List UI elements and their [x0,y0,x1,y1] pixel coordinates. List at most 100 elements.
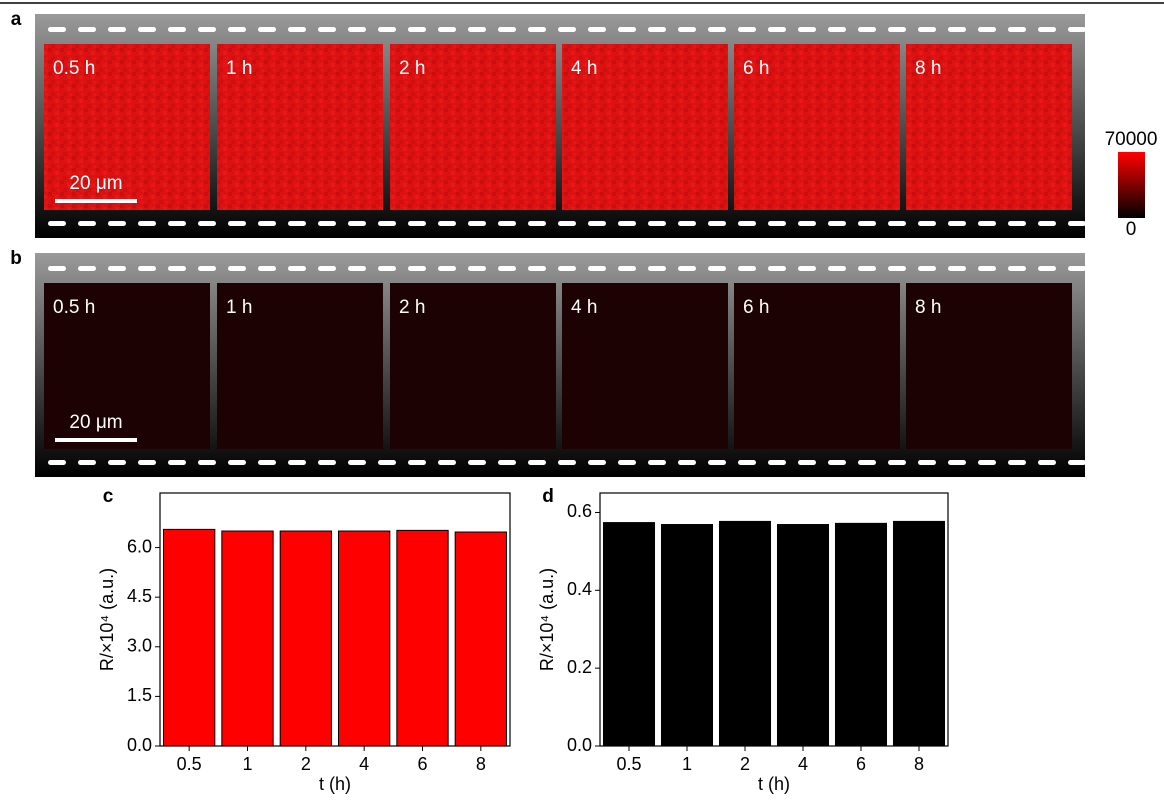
sprocket [108,460,126,465]
sprocket [108,27,126,32]
sprocket [618,27,636,32]
sprocket [528,221,546,226]
y-tick-label: 0.0 [127,735,152,755]
sprocket [888,221,906,226]
sprocket [78,221,96,226]
sprocket [378,266,396,271]
frame-label: 6 h [743,58,769,79]
x-tick-label: 6 [417,754,427,774]
sprocket [168,460,186,465]
sprocket [378,221,396,226]
sprocket [1008,460,1026,465]
bar [777,525,828,746]
sprocket [348,266,366,271]
frame-label: 2 h [399,58,425,79]
sprocket [318,460,336,465]
sprocket [798,27,816,32]
sprocket [498,27,516,32]
sprocket [138,221,156,226]
y-axis-label: R/×10⁴ (a.u.) [537,568,557,671]
sprocket [948,221,966,226]
sprocket [588,221,606,226]
sprocket [768,266,786,271]
sprocket [618,460,636,465]
x-axis-label: t (h) [758,774,790,794]
scale-bar [55,438,137,442]
sprocket [858,266,876,271]
sprocket [468,221,486,226]
bar [835,523,886,746]
panel-label: d [542,486,554,507]
sprocket [228,27,246,32]
sprocket [1008,266,1026,271]
sprocket [708,27,726,32]
bar [455,532,506,746]
sprocket [828,460,846,465]
sprocket [348,460,366,465]
sprocket [1068,460,1086,465]
y-tick-label: 0.6 [567,501,592,521]
scale-bar-label: 20 μm [69,173,122,194]
sprocket [498,460,516,465]
sprocket [468,266,486,271]
sprocket [408,460,426,465]
sprocket [978,27,996,32]
sprocket [108,221,126,226]
sprocket [858,460,876,465]
sprocket [108,266,126,271]
y-tick-label: 0.2 [567,657,592,677]
figure: 70000 0 a0.5 h1 h2 h4 h6 h8 h20 μmb0.5 h… [0,0,1164,801]
frame-label: 8 h [915,58,941,79]
sprocket [378,27,396,32]
sprocket [198,221,216,226]
sprocket [618,266,636,271]
sprocket [258,460,276,465]
sprocket [948,266,966,271]
frame-label: 0.5 h [53,58,95,79]
frame-label: 2 h [399,297,425,318]
frame-label: 1 h [226,58,252,79]
sprocket [1008,221,1026,226]
sprocket [288,460,306,465]
sprocket [918,221,936,226]
sprocket [138,460,156,465]
sprocket [408,221,426,226]
sprocket [648,266,666,271]
bar [661,525,712,746]
sprocket [798,221,816,226]
sprocket [618,221,636,226]
sprocket [978,266,996,271]
y-tick-label: 1.5 [127,685,152,705]
bar [280,531,331,746]
sprocket [828,221,846,226]
sprocket [198,266,216,271]
sprocket [978,460,996,465]
sprocket [228,221,246,226]
scale-bar [55,199,137,203]
sprocket [288,221,306,226]
sprocket [468,27,486,32]
sprocket [558,27,576,32]
sprocket [348,221,366,226]
colorbar [1118,152,1145,218]
sprocket [918,27,936,32]
sprocket [228,460,246,465]
sprocket [48,460,66,465]
sprocket [1068,266,1086,271]
sprocket [558,266,576,271]
sprocket [738,221,756,226]
scale-bar-label: 20 μm [69,412,122,433]
panel-label: c [103,486,114,507]
sprocket [1038,266,1056,271]
sprocket [48,266,66,271]
sprocket [738,460,756,465]
sprocket [78,27,96,32]
sprocket [858,27,876,32]
sprocket [1038,221,1056,226]
sprocket [678,266,696,271]
sprocket [678,221,696,226]
sprocket [918,266,936,271]
sprocket [1038,27,1056,32]
sprocket [1038,460,1056,465]
sprocket [288,266,306,271]
